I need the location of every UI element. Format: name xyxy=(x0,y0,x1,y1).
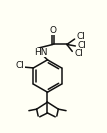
Text: Cl: Cl xyxy=(77,32,86,41)
Text: Cl: Cl xyxy=(75,49,83,58)
Text: Cl: Cl xyxy=(16,61,25,70)
Text: Cl: Cl xyxy=(78,41,87,51)
Text: O: O xyxy=(49,26,56,35)
Text: HN: HN xyxy=(34,48,47,57)
